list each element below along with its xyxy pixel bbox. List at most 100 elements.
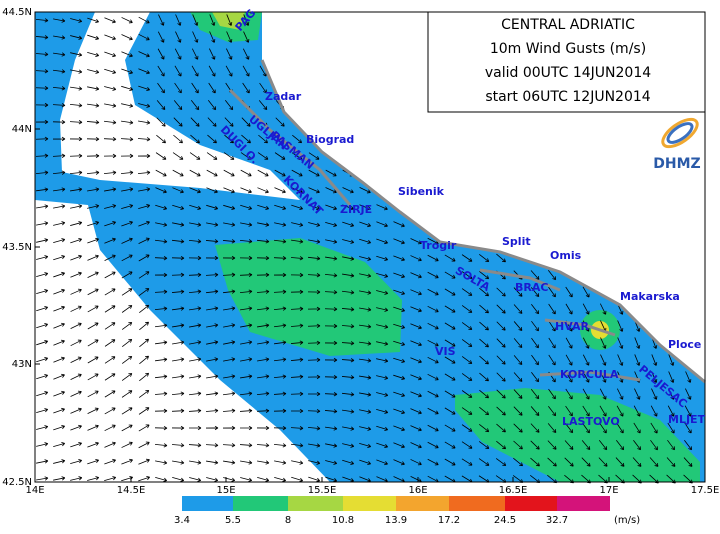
wind-arrow — [308, 204, 320, 211]
wind-arrow — [121, 85, 134, 91]
wind-arrow — [359, 204, 371, 211]
wind-arrow — [224, 134, 234, 144]
wind-arrow — [325, 256, 338, 261]
wind-arrow — [139, 372, 150, 382]
logo-text: DHMZ — [653, 156, 700, 172]
wind-arrow — [190, 100, 200, 111]
wind-arrow — [410, 442, 422, 449]
wind-arrow — [171, 306, 185, 311]
wind-arrow — [70, 288, 82, 295]
wind-arrow — [427, 441, 439, 449]
wind-arrow — [393, 391, 406, 398]
wind-arrow — [206, 323, 219, 328]
wind-arrow — [222, 391, 236, 396]
wind-arrow — [548, 337, 556, 349]
legend-swatch — [288, 496, 343, 511]
wind-arrow — [444, 373, 456, 381]
wind-arrow — [341, 290, 355, 295]
wind-arrow — [341, 307, 355, 312]
wind-arrow — [188, 289, 202, 294]
logo-mark — [661, 117, 699, 149]
wind-arrow — [35, 170, 49, 175]
legend-swatch — [396, 496, 449, 511]
wind-arrow — [273, 272, 287, 278]
wind-arrow — [290, 443, 304, 448]
wind-arrow — [258, 134, 268, 144]
wind-arrow — [581, 440, 591, 450]
wind-arrow — [496, 372, 506, 382]
island-coast — [544, 318, 616, 337]
wind-arrow — [53, 407, 65, 414]
wind-arrow — [376, 238, 388, 245]
wind-arrow — [243, 14, 250, 26]
wind-arrow — [53, 18, 66, 23]
wind-arrow — [307, 357, 321, 363]
legend-swatch — [557, 496, 610, 511]
wind-arrow — [35, 187, 49, 192]
wind-arrow — [548, 320, 556, 332]
wind-arrow — [240, 340, 253, 345]
wind-arrow — [138, 407, 150, 415]
wind-arrow — [376, 425, 389, 431]
wind-arrow — [668, 388, 675, 400]
wind-arrow — [137, 170, 151, 175]
wind-arrow — [376, 459, 388, 466]
wind-arrow — [478, 254, 490, 263]
wind-arrow — [548, 303, 556, 315]
wind-arrow — [530, 389, 540, 400]
wind-arrow — [598, 457, 608, 467]
wind-arrow — [359, 324, 372, 329]
wind-arrow — [52, 153, 66, 158]
wind-arrow — [513, 423, 523, 433]
wind-arrow — [632, 457, 642, 467]
wind-arrow — [172, 323, 185, 328]
wind-arrow — [479, 406, 490, 416]
wind-arrow — [273, 408, 287, 414]
wind-arrow — [342, 443, 355, 448]
wind-arrow — [241, 117, 251, 127]
wind-arrow — [188, 443, 202, 448]
wind-arrow — [239, 443, 253, 448]
wind-arrow — [461, 390, 473, 398]
wind-arrow — [479, 355, 489, 365]
wind-arrow — [138, 33, 150, 41]
wind-arrow — [444, 322, 456, 330]
wind-arrow — [324, 340, 338, 346]
wind-arrow — [513, 440, 523, 450]
wind-arrow — [513, 287, 523, 297]
wind-arrow — [53, 187, 66, 192]
legend-unit: (m/s) — [614, 515, 640, 526]
lat-label: 43N — [12, 359, 32, 370]
wind-arrow — [87, 441, 99, 448]
wind-arrow — [240, 306, 253, 311]
wind-arrow — [172, 460, 185, 465]
wind-arrow — [444, 271, 456, 279]
wind-arrow — [121, 17, 133, 24]
lat-label: 44N — [12, 124, 32, 135]
wind-arrow — [667, 405, 675, 417]
wind-arrow — [121, 424, 133, 432]
wind-arrow — [274, 187, 286, 194]
wind-arrow — [444, 339, 456, 347]
wind-arrow — [274, 152, 286, 160]
wind-arrow — [36, 425, 49, 430]
wind-arrow — [104, 86, 117, 91]
wind-arrow — [121, 322, 133, 330]
wind-arrow — [410, 289, 422, 296]
wind-arrow — [513, 304, 523, 314]
wind-arrow — [324, 323, 338, 329]
wind-arrow — [565, 337, 573, 349]
wind-arrow — [513, 372, 523, 382]
wind-arrow — [188, 425, 202, 431]
wind-arrow — [222, 289, 236, 294]
wind-arrow — [223, 222, 236, 227]
wind-arrow — [36, 204, 49, 209]
wind-arrow — [240, 187, 252, 194]
lon-label: 16.5E — [499, 485, 528, 496]
wind-arrow — [206, 460, 219, 465]
wind-arrow — [172, 169, 184, 177]
wind-arrow — [171, 408, 185, 413]
wind-arrow — [582, 286, 590, 298]
wind-arrow — [87, 271, 99, 278]
wind-arrow — [548, 354, 556, 366]
